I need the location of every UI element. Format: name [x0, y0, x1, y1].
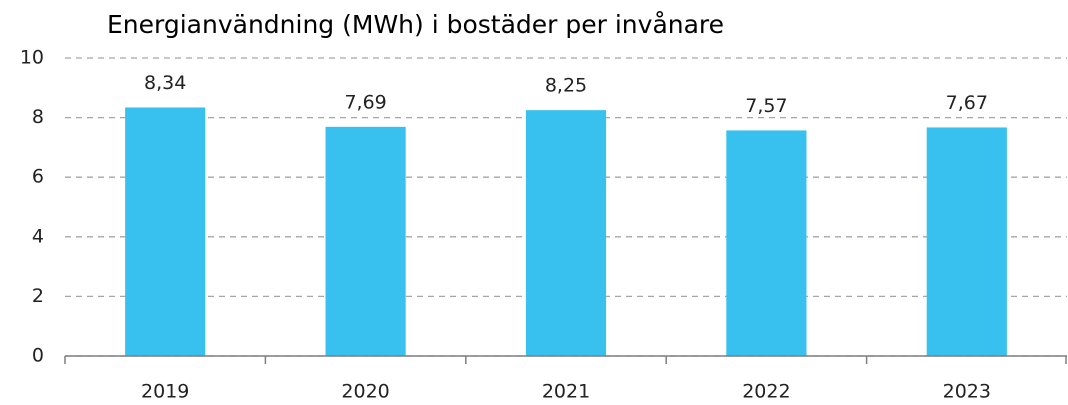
- bar: [125, 107, 206, 356]
- x-tick-label: 2019: [141, 381, 189, 403]
- data-label: 7,67: [946, 92, 988, 114]
- bar: [525, 110, 607, 357]
- y-tick-label: 4: [32, 225, 44, 247]
- x-tick-label: 2020: [341, 381, 389, 403]
- y-tick-label: 10: [20, 47, 44, 69]
- bar: [926, 127, 1007, 357]
- x-tick-label: 2022: [742, 381, 790, 403]
- y-tick-label: 0: [32, 345, 44, 367]
- y-tick-label: 2: [32, 285, 44, 307]
- data-label: 7,57: [745, 95, 787, 117]
- bar: [726, 130, 807, 356]
- data-label: 8,25: [545, 75, 587, 97]
- x-tick-label: 2023: [943, 381, 991, 403]
- bar: [325, 126, 406, 356]
- x-tick-label: 2021: [542, 381, 590, 403]
- chart-title: Energianvändning (MWh) i bostäder per in…: [107, 10, 724, 39]
- data-label: 7,69: [344, 91, 386, 113]
- y-tick-label: 8: [32, 106, 44, 128]
- y-tick-label: 6: [32, 166, 44, 188]
- data-label: 8,34: [144, 72, 186, 94]
